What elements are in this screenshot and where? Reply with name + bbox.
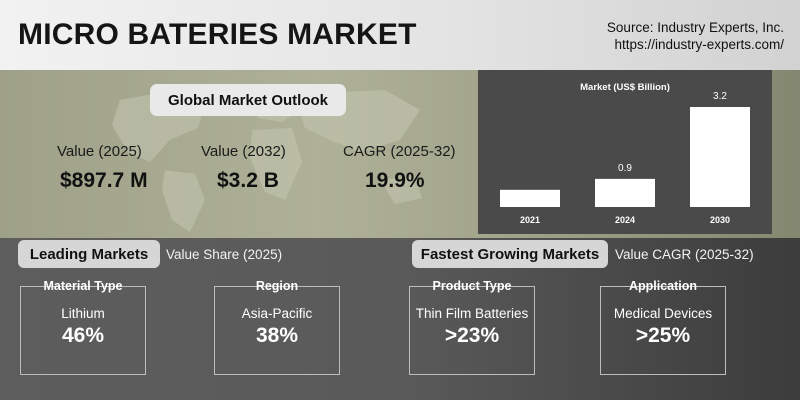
stat-label-2025: Value (2025)	[57, 143, 142, 160]
bar-2021	[500, 189, 560, 207]
source-note: Source: Industry Experts, Inc. https://i…	[607, 19, 784, 53]
card-value: 38%	[255, 324, 299, 347]
card-category: Product Type	[432, 279, 512, 293]
x-tick-2021: 2021	[520, 215, 540, 225]
card-value: >25%	[635, 324, 691, 347]
data-label-2030: 3.2	[713, 91, 727, 102]
fastest-markets-subheading: Value CAGR (2025-32)	[615, 247, 754, 262]
card-name: Medical Devices	[613, 306, 713, 321]
card-region: Region Asia-Pacific 38%	[214, 279, 340, 375]
page-title: MICRO BATERIES MARKET	[18, 18, 417, 51]
fastest-markets-heading: Fastest Growing Markets	[412, 240, 608, 268]
bar-2030	[690, 107, 750, 207]
x-tick-2030: 2030	[710, 215, 730, 225]
leading-markets-subheading: Value Share (2025)	[166, 247, 283, 262]
card-category: Region	[255, 279, 299, 293]
card-material-type: Material Type Lithium 46%	[20, 279, 146, 375]
card-value: >23%	[444, 324, 500, 347]
card-category: Application	[628, 279, 698, 293]
card-name: Thin Film Batteries	[415, 306, 529, 321]
chart-title: Market (US$ Billion)	[580, 82, 670, 93]
card-value: 46%	[61, 324, 105, 347]
leading-markets-heading: Leading Markets	[18, 240, 160, 268]
card-name: Lithium	[61, 306, 105, 321]
stat-value-2032: $3.2 B	[217, 169, 279, 192]
card-product-type: Product Type Thin Film Batteries >23%	[409, 279, 535, 375]
stat-label-2032: Value (2032)	[201, 143, 286, 160]
card-application: Application Medical Devices >25%	[600, 279, 726, 375]
card-category: Material Type	[43, 279, 123, 293]
stat-value-2025: $897.7 M	[60, 169, 148, 192]
x-tick-2024: 2024	[615, 215, 635, 225]
stat-value-cagr: 19.9%	[365, 169, 425, 192]
bar-2024	[595, 178, 655, 207]
card-name: Asia-Pacific	[241, 306, 313, 321]
source-url: https://industry-experts.com/	[614, 37, 784, 52]
segments-panel: Leading Markets Value Share (2025) Faste…	[0, 238, 800, 400]
data-label-2024: 0.9	[618, 163, 632, 174]
source-line: Source: Industry Experts, Inc.	[606, 20, 784, 35]
market-chart: Market (US$ Billion) 2021 2024 0.9 2030 3.2	[478, 70, 772, 234]
stat-label-cagr: CAGR (2025-32)	[343, 143, 456, 160]
outlook-heading: Global Market Outlook	[150, 84, 346, 116]
header: MICRO BATERIES MARKET Source: Industry E…	[0, 0, 800, 70]
chart-svg: Market (US$ Billion) 2021 2024 0.9 2030 3.2	[500, 82, 750, 225]
